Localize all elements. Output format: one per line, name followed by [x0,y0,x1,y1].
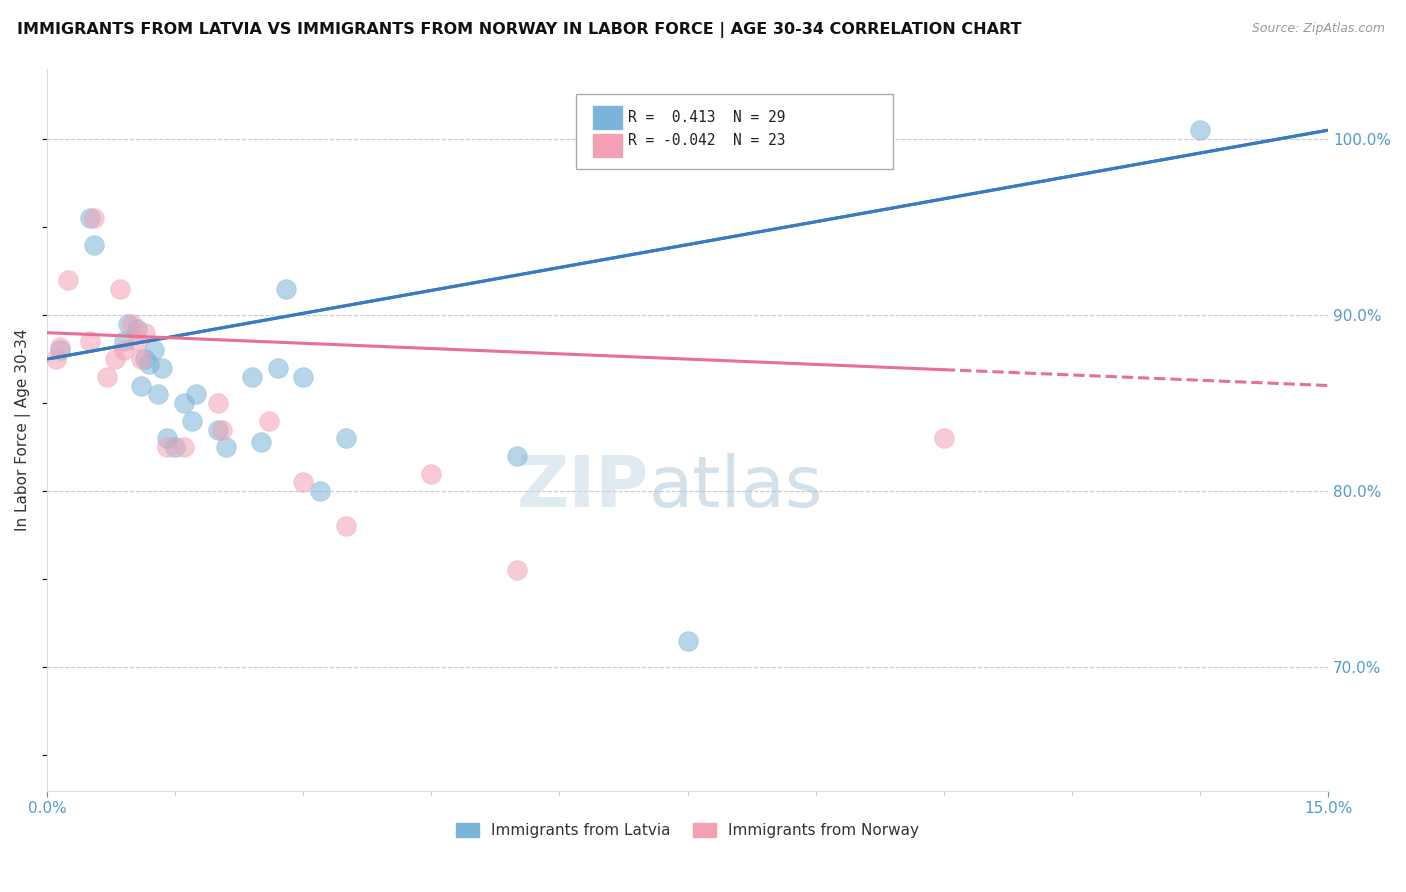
Point [58,273,80,287]
Point [207,423,229,437]
Point [44,352,66,367]
Text: ZIP: ZIP [517,453,650,522]
Point [142,343,165,358]
Point [134,326,156,340]
Point [150,360,173,375]
Point [249,434,271,449]
Point [108,282,131,296]
Point [129,378,152,392]
Text: R = -0.042  N = 23: R = -0.042 N = 23 [628,133,786,148]
Point [49,340,72,354]
Point [79,211,101,226]
Point [125,322,148,336]
Point [138,358,160,372]
Point [155,440,177,454]
Point [215,440,238,454]
Point [104,352,127,367]
Point [112,334,135,349]
Point [129,352,152,367]
Point [146,387,169,401]
Point [96,369,118,384]
Point [165,440,187,454]
Point [83,211,105,226]
Point [932,431,955,445]
Point [1189,123,1212,137]
Point [79,334,101,349]
Point [292,475,315,490]
Text: IMMIGRANTS FROM LATVIA VS IMMIGRANTS FROM NORWAY IN LABOR FORCE | AGE 30-34 CORR: IMMIGRANTS FROM LATVIA VS IMMIGRANTS FRO… [17,22,1021,38]
Point [676,633,699,648]
Point [207,396,229,410]
Point [83,237,105,252]
Legend: Immigrants from Latvia, Immigrants from Norway: Immigrants from Latvia, Immigrants from … [450,817,925,845]
Text: atlas: atlas [650,453,824,522]
Point [309,484,332,499]
Text: Source: ZipAtlas.com: Source: ZipAtlas.com [1251,22,1385,36]
Point [49,343,72,358]
Point [335,519,357,533]
Point [117,317,139,331]
Point [173,440,195,454]
Point [186,387,208,401]
Point [211,423,233,437]
Y-axis label: In Labor Force | Age 30-34: In Labor Force | Age 30-34 [15,328,31,531]
Point [257,414,280,428]
Point [506,449,529,463]
Point [420,467,443,481]
Point [266,360,288,375]
Point [112,343,135,358]
Point [506,564,529,578]
Point [240,369,263,384]
Point [181,414,204,428]
Point [335,431,357,445]
Point [173,396,195,410]
Point [292,369,315,384]
Point [134,352,156,367]
Point [276,282,298,296]
Point [125,334,148,349]
Point [121,317,143,331]
Point [155,431,177,445]
Text: R =  0.413  N = 29: R = 0.413 N = 29 [628,111,786,125]
